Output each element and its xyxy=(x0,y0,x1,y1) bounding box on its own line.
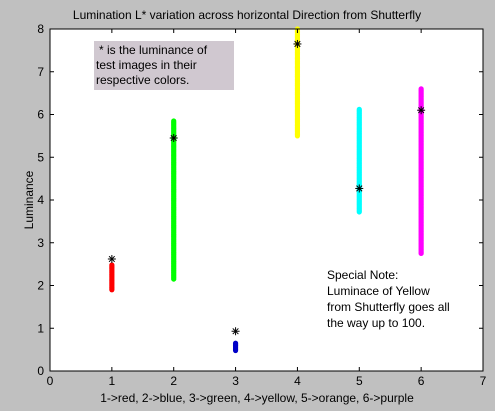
x-tick-label: 4 xyxy=(294,374,301,388)
x-tick-label: 6 xyxy=(418,374,425,388)
chart-title: Lumination L* variation across horizonta… xyxy=(73,8,421,22)
y-tick-label: 6 xyxy=(37,108,44,122)
special-note-line-1: Special Note: xyxy=(327,268,398,282)
reference-star-marker xyxy=(231,327,240,336)
data-layer xyxy=(109,26,424,354)
series-6 xyxy=(418,86,424,257)
legend-note-line-3: respective colors. xyxy=(96,73,189,87)
series-3 xyxy=(232,340,239,354)
y-tick-label: 8 xyxy=(37,22,44,36)
special-note-line-4: the way up to 100. xyxy=(327,316,425,330)
reference-star-marker xyxy=(293,39,302,48)
series-2 xyxy=(171,118,177,282)
y-tick-label: 4 xyxy=(37,193,44,207)
reference-points-layer xyxy=(107,39,426,336)
legend-note-line-1: * is the luminance of xyxy=(99,43,208,57)
reference-star-marker xyxy=(107,254,116,263)
y-tick-label: 1 xyxy=(37,321,44,335)
x-tick-label: 5 xyxy=(356,374,363,388)
y-tick-label: 5 xyxy=(37,150,44,164)
legend-note: * is the luminance of test images in the… xyxy=(94,41,234,90)
special-note-line-2: Luminace of Yellow xyxy=(327,284,430,298)
y-axis-label: Luminance xyxy=(22,170,36,229)
data-point xyxy=(356,106,362,112)
series-1 xyxy=(109,262,115,293)
data-point xyxy=(418,86,424,92)
x-tick-label: 2 xyxy=(170,374,177,388)
data-point xyxy=(109,262,115,268)
x-tick-label: 3 xyxy=(232,374,239,388)
reference-star-marker xyxy=(417,106,426,115)
axes-layer: 0 1 2 3 4 5 6 7 0 1 2 3 4 5 6 7 8 xyxy=(37,22,486,388)
series-4 xyxy=(294,26,301,139)
legend-note-box xyxy=(94,41,234,90)
y-tick-label: 7 xyxy=(37,65,44,79)
y-tick-label: 0 xyxy=(37,364,44,378)
y-tick-label: 2 xyxy=(37,279,44,293)
reference-star-marker xyxy=(169,134,178,143)
x-tick-label: 7 xyxy=(480,374,487,388)
x-tick-label: 0 xyxy=(47,374,54,388)
series-5 xyxy=(356,106,362,215)
y-tick-label: 3 xyxy=(37,236,44,250)
x-axis-label: 1->red, 2->blue, 3->green, 4->yellow, 5-… xyxy=(100,391,414,405)
reference-star-marker xyxy=(355,184,364,193)
data-point xyxy=(232,340,239,346)
special-note: Special Note: Luminace of Yellow from Sh… xyxy=(327,268,450,330)
data-point xyxy=(171,118,177,124)
legend-note-line-2: test images in their xyxy=(96,58,197,72)
x-tick-label: 1 xyxy=(109,374,116,388)
special-note-line-3: from Shutterfly goes all xyxy=(327,300,450,314)
